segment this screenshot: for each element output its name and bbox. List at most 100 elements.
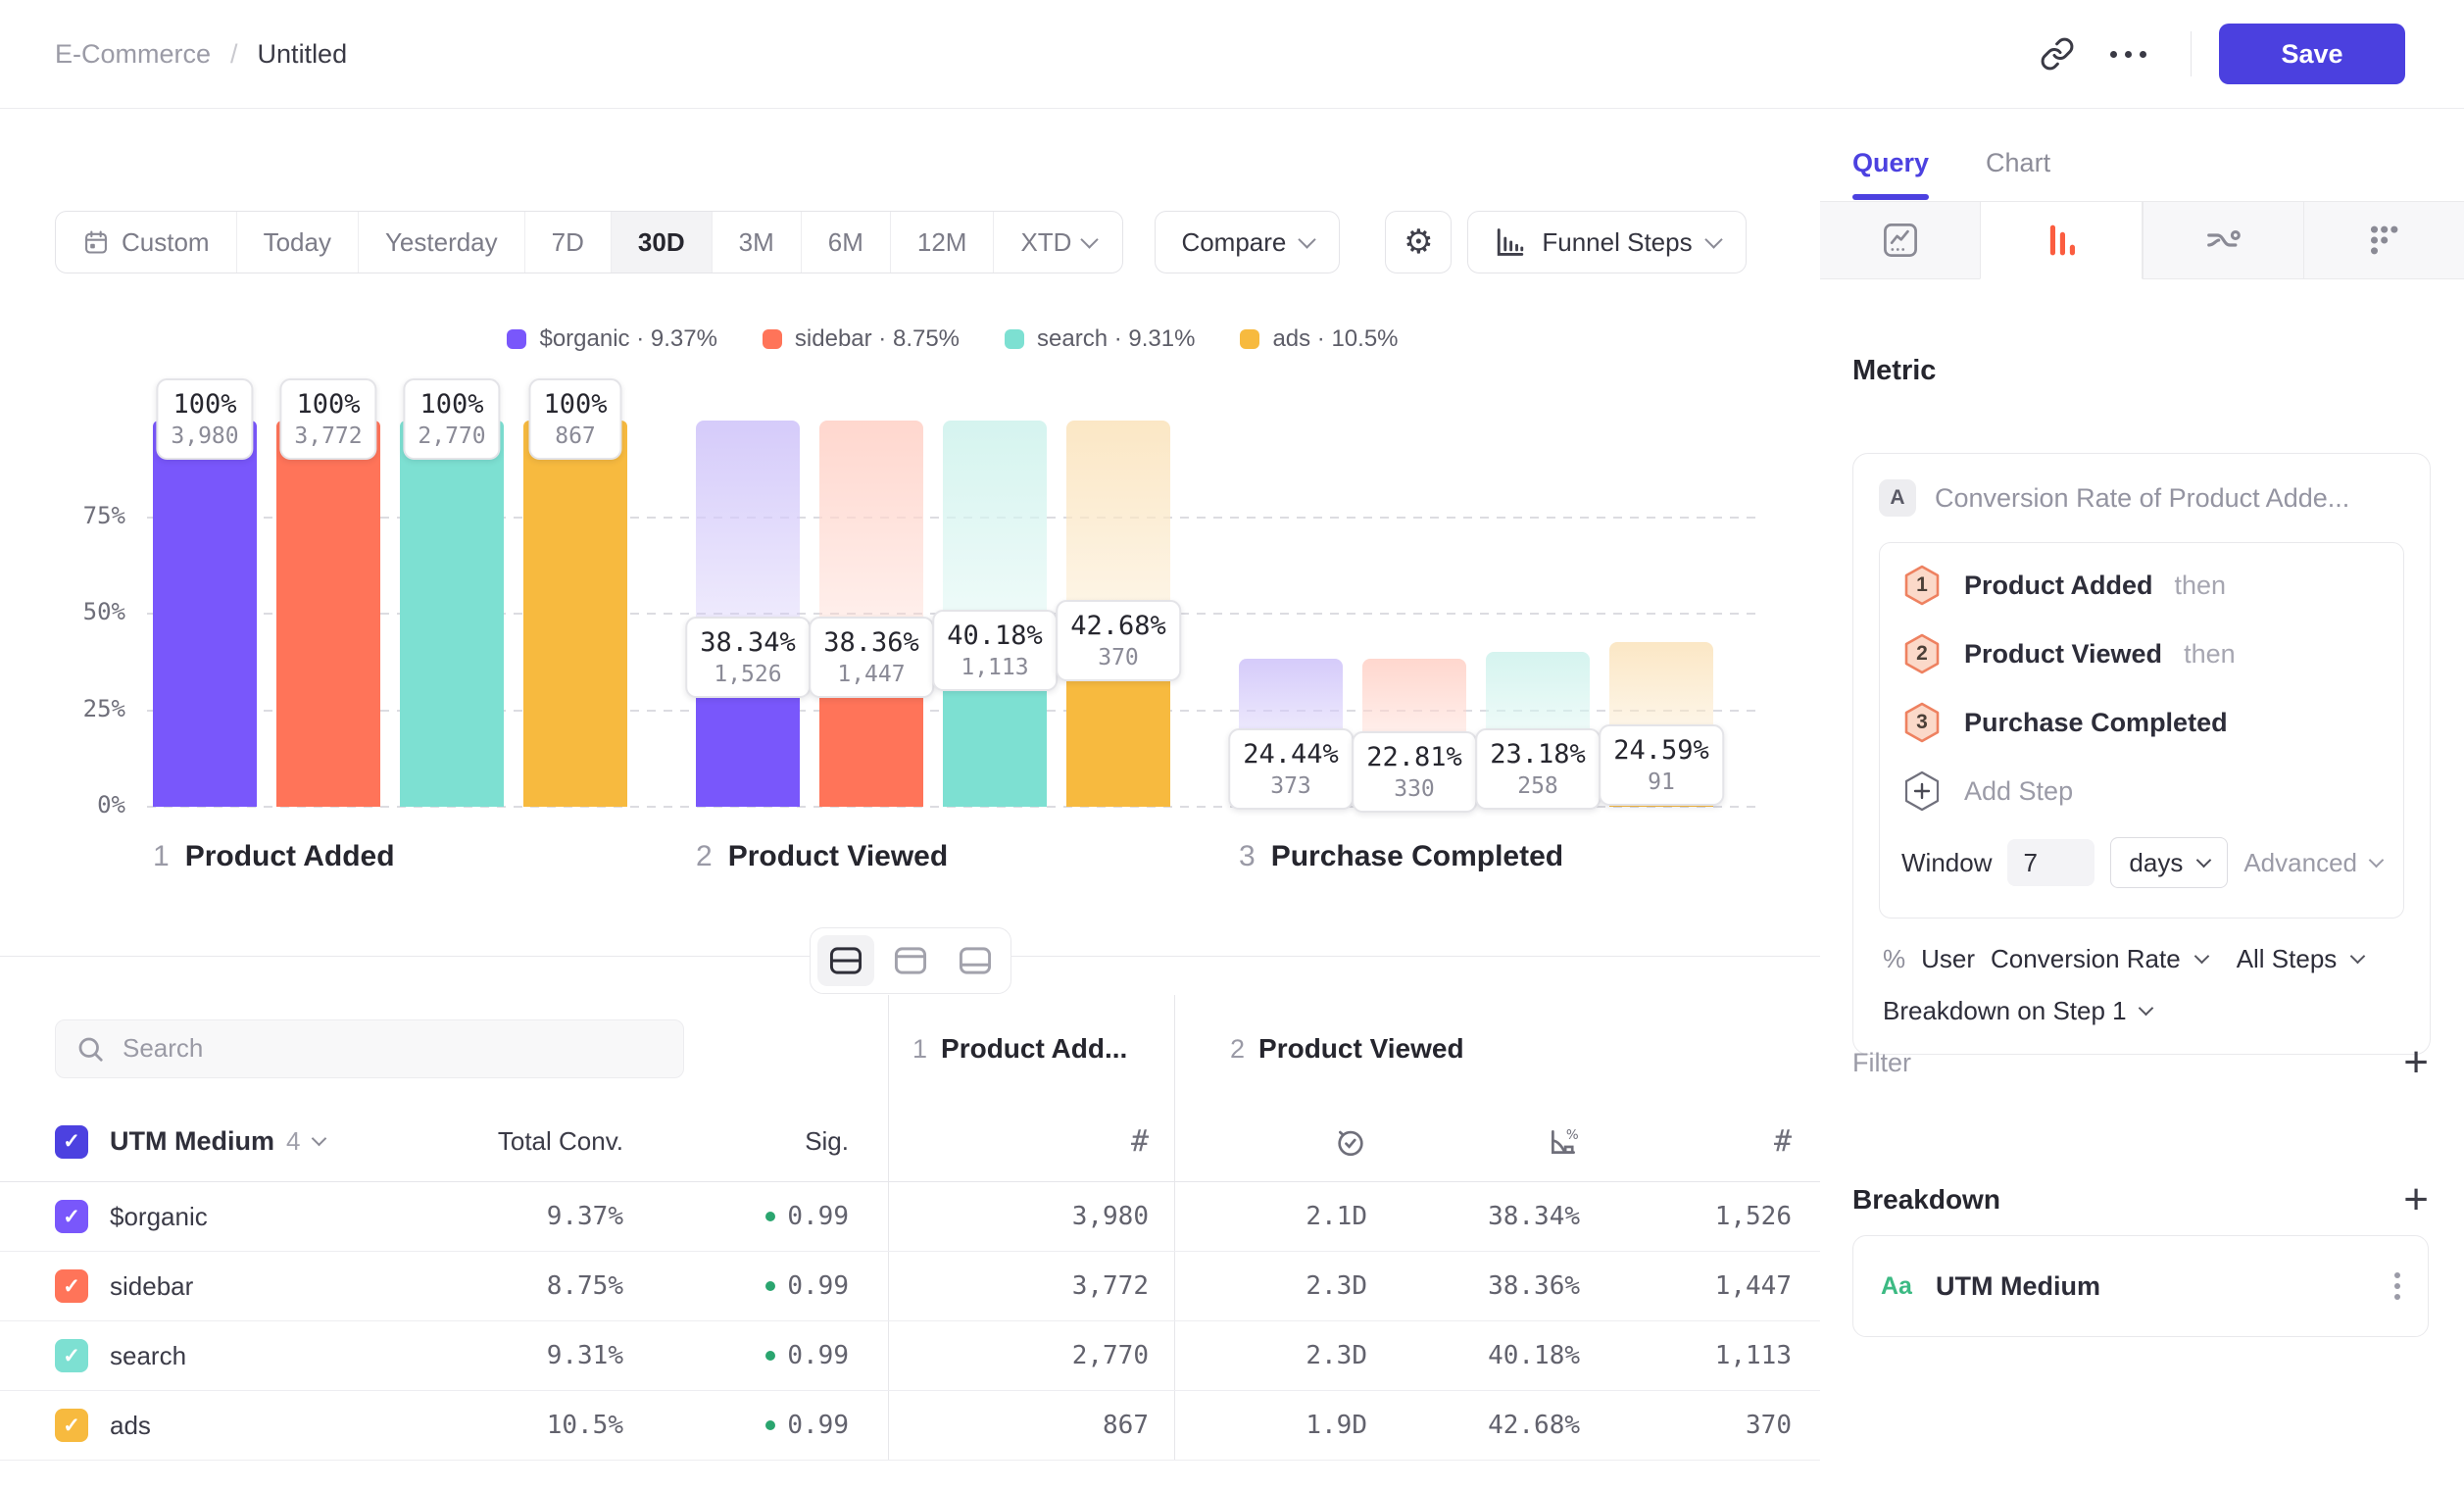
step1-group-header[interactable]: 1 Product Add... — [889, 1033, 1127, 1065]
split-view-button[interactable] — [817, 935, 874, 986]
row-name: $organic — [110, 1202, 208, 1232]
kebab-menu-icon[interactable] — [2394, 1272, 2400, 1300]
funnel-step-row-3[interactable]: 3Purchase Completed — [1880, 688, 2403, 757]
copy-link-button[interactable] — [2022, 23, 2093, 85]
conversion-rate-icon[interactable]: % — [1547, 1125, 1580, 1159]
range-today[interactable]: Today — [236, 212, 358, 273]
breadcrumb-project[interactable]: E-Commerce — [55, 39, 211, 70]
more-menu-button[interactable] — [2093, 23, 2163, 85]
range-3m[interactable]: 3M — [712, 212, 801, 273]
metric-title-row[interactable]: A Conversion Rate of Product Adde... — [1853, 454, 2430, 521]
step2-count: 1,113 — [1715, 1341, 1792, 1370]
tab-query[interactable]: Query — [1852, 125, 1929, 200]
step-name: Product Added — [185, 840, 395, 873]
funnel-bar-ads-step1[interactable] — [523, 421, 627, 807]
legend-item[interactable]: ads · 10.5% — [1240, 325, 1398, 353]
tab-chart[interactable]: Chart — [1986, 125, 2050, 200]
range-6m[interactable]: 6M — [801, 212, 890, 273]
select-all-checkbox[interactable]: ✓ — [55, 1125, 88, 1159]
legend-item[interactable]: search · 9.31% — [1005, 325, 1195, 353]
chart-legend: $organic · 9.37% sidebar · 8.75% search · … — [147, 325, 1758, 353]
chart-settings-button[interactable]: ⚙ — [1385, 211, 1452, 273]
sig-header[interactable]: Sig. — [805, 1126, 849, 1157]
insights-report-tab[interactable] — [1820, 201, 1980, 279]
legend-swatch — [763, 329, 782, 349]
range-yesterday[interactable]: Yesterday — [358, 212, 524, 273]
time-to-convert-icon[interactable] — [1334, 1125, 1367, 1159]
range-7d[interactable]: 7D — [524, 212, 611, 273]
table-search[interactable] — [55, 1019, 684, 1078]
chart-type-button[interactable]: Funnel Steps — [1467, 211, 1746, 273]
range-12m[interactable]: 12M — [890, 212, 994, 273]
window-unit-select[interactable]: days — [2110, 837, 2228, 888]
count-column-icon[interactable]: # — [1131, 1124, 1149, 1159]
flows-report-tab[interactable] — [2143, 201, 2303, 279]
breakdown-heading: Breakdown — [1852, 1184, 2000, 1216]
funnel-bar-search-step1[interactable] — [400, 421, 504, 807]
add-breakdown-button[interactable]: + — [2403, 1178, 2429, 1221]
chart-only-view-button[interactable] — [882, 935, 939, 986]
report-type-strip — [1820, 201, 2464, 279]
table-row-search[interactable]: ✓search9.31%0.992,7702.3D40.18%1,113 — [0, 1321, 1820, 1391]
range-label: Today — [264, 227, 331, 258]
retention-report-tab[interactable] — [2303, 201, 2464, 279]
compare-button[interactable]: Compare — [1155, 211, 1340, 273]
row-checkbox[interactable]: ✓ — [55, 1200, 88, 1233]
legend-label: ads · 10.5% — [1272, 325, 1398, 353]
bottom-panel-view-icon — [959, 946, 992, 975]
step2-count: 1,447 — [1715, 1271, 1792, 1301]
step-number-badge: 2 — [1901, 632, 1943, 675]
measure-scope-dropdown[interactable]: All Steps — [2237, 944, 2338, 974]
funnels-report-tab[interactable] — [1980, 201, 2142, 279]
funnel-step-row-1[interactable]: 1Product Addedthen — [1880, 551, 2403, 620]
funnel-chart: 75%50%25%0%100%3,980100%3,772100%2,77010… — [0, 382, 1820, 951]
legend-label: sidebar · 8.75% — [795, 325, 960, 353]
avg-time-value: 2.3D — [1306, 1271, 1367, 1301]
filter-heading: Filter — [1852, 1048, 1911, 1078]
row-checkbox[interactable]: ✓ — [55, 1409, 88, 1442]
bar-value-label: 100%3,772 — [279, 378, 376, 460]
legend-swatch — [1240, 329, 1259, 349]
funnel-step-row-2[interactable]: 2Product Viewedthen — [1880, 620, 2403, 688]
measure-type-dropdown[interactable]: Conversion Rate — [1991, 944, 2181, 974]
step-then-label: then — [2175, 571, 2227, 601]
total-conv-header[interactable]: Total Conv. — [498, 1126, 623, 1157]
range-custom[interactable]: Custom — [56, 212, 236, 273]
bar-value-label: 100%867 — [528, 378, 621, 460]
step-event-name: Purchase Completed — [1964, 708, 2228, 738]
save-button[interactable]: Save — [2219, 24, 2405, 84]
table-only-view-button[interactable] — [947, 935, 1004, 986]
row-checkbox[interactable]: ✓ — [55, 1339, 88, 1372]
advanced-toggle[interactable]: Advanced — [2243, 848, 2382, 878]
add-step-button[interactable]: Add Step — [1880, 757, 2403, 825]
breakdown-on-label: Breakdown on Step 1 — [1883, 996, 2127, 1026]
step2-group-header[interactable]: 2 Product Viewed — [1175, 1033, 1464, 1065]
range-xtd[interactable]: XTD — [993, 212, 1122, 273]
funnel-bar-sidebar-step1[interactable] — [276, 421, 380, 807]
table-row-organic[interactable]: ✓$organic9.37%0.993,9802.1D38.34%1,526 — [0, 1182, 1820, 1252]
window-value-input[interactable]: 7 — [2007, 839, 2094, 886]
breadcrumb: E-Commerce / Untitled — [55, 0, 347, 108]
funnel-bar-$organic-step1[interactable] — [153, 421, 257, 807]
legend-item[interactable]: $organic · 9.37% — [507, 325, 716, 353]
chevron-down-icon — [2369, 852, 2385, 868]
topbar-actions: Save — [2022, 0, 2405, 108]
conv-rate-value: 38.34% — [1488, 1202, 1580, 1231]
count-column-icon[interactable]: # — [1774, 1124, 1792, 1159]
bar-pct: 100% — [171, 387, 238, 422]
range-30d[interactable]: 30D — [611, 212, 712, 273]
steps-card: 1Product Addedthen2Product Viewedthen3Pu… — [1879, 542, 2404, 919]
breadcrumb-report-title[interactable]: Untitled — [258, 39, 348, 70]
measurement-row: % User Conversion Rate All Steps — [1853, 919, 2430, 974]
bar-count: 3,980 — [171, 422, 238, 451]
row-checkbox[interactable]: ✓ — [55, 1269, 88, 1303]
search-input[interactable] — [121, 1032, 595, 1065]
breakdown-column-header[interactable]: UTM Medium — [110, 1126, 274, 1157]
table-row-ads[interactable]: ✓ads10.5%0.998671.9D42.68%370 — [0, 1391, 1820, 1461]
insights-icon — [1882, 222, 1919, 259]
breakdown-item-card[interactable]: Aa UTM Medium — [1852, 1235, 2429, 1337]
table-row-sidebar[interactable]: ✓sidebar8.75%0.993,7722.3D38.36%1,447 — [0, 1252, 1820, 1321]
add-filter-button[interactable]: + — [2403, 1041, 2429, 1084]
measure-user[interactable]: User — [1921, 944, 1975, 974]
legend-item[interactable]: sidebar · 8.75% — [763, 325, 960, 353]
